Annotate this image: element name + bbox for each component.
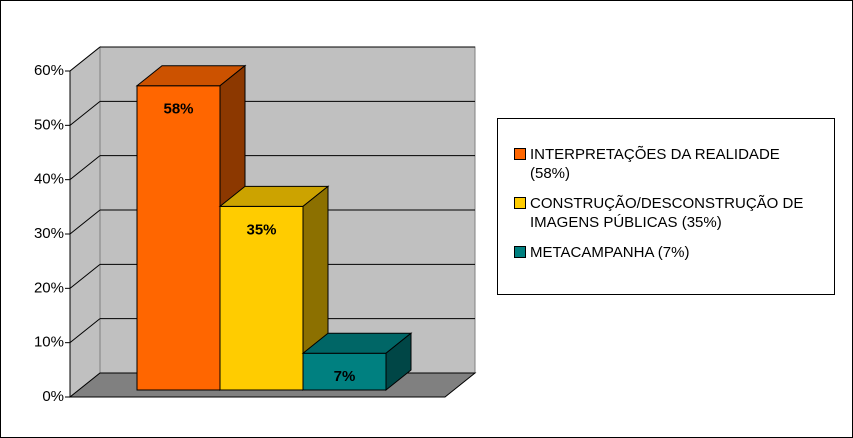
data-label: 58% [163, 101, 193, 118]
legend-label: METACAMPANHA (7%) [530, 244, 690, 261]
legend-label: INTERPRETAÇÕES DA REALIDADE (58%) [530, 146, 780, 182]
data-label: 7% [334, 368, 356, 385]
grid-line [69, 263, 101, 289]
y-tick-label: 10% [34, 334, 64, 351]
y-tick-label: 0% [42, 388, 64, 405]
grid-line [69, 46, 101, 72]
y-tick-label: 40% [34, 171, 64, 188]
data-label: 35% [246, 221, 276, 238]
legend-entry: INTERPRETAÇÕES DA REALIDADE (58%) [514, 145, 805, 183]
legend: INTERPRETAÇÕES DA REALIDADE (58%) CONSTRU… [497, 118, 835, 295]
y-tick-label: 30% [34, 225, 64, 242]
grid-line [69, 155, 101, 181]
legend-entry: METACAMPANHA (7%) [514, 243, 805, 262]
legend-entry: CONSTRUÇÃO/DESCONSTRUÇÃO DE IMAGENS PÚBL… [514, 194, 805, 232]
bar-front [136, 85, 221, 391]
y-tick-label: 60% [34, 62, 64, 79]
legend-swatch [514, 148, 526, 160]
grid-line [69, 318, 101, 344]
y-tick-label: 50% [34, 116, 64, 133]
grid-line [69, 209, 101, 235]
grid-line [69, 100, 101, 126]
bar-side [385, 332, 412, 392]
legend-label: CONSTRUÇÃO/DESCONSTRUÇÃO DE IMAGENS PÚBL… [530, 195, 804, 231]
legend-swatch [514, 197, 526, 209]
legend-swatch [514, 246, 526, 258]
y-tick-label: 20% [34, 279, 64, 296]
